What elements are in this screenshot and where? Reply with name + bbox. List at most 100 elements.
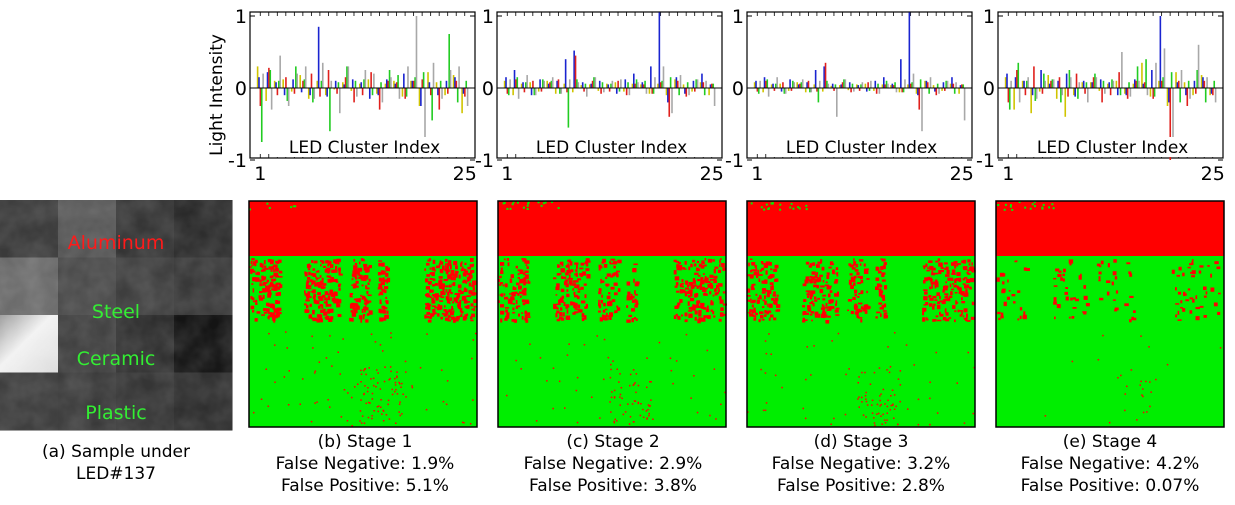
misclassified-pixel (251, 258, 255, 261)
misclassified-pixel (1117, 377, 1119, 379)
bar (405, 88, 408, 97)
misclassified-pixel (765, 270, 768, 275)
misclassified-pixel (857, 302, 863, 305)
misclassified-pixel (924, 291, 928, 295)
misclassified-pixel (719, 259, 721, 264)
bar (853, 88, 855, 92)
bar (1145, 59, 1147, 88)
misclassified-pixel (754, 264, 757, 268)
misclassified-pixel (362, 314, 366, 317)
misclassified-pixel (673, 270, 677, 275)
misclassified-pixel (325, 260, 330, 264)
misclassified-pixel (428, 316, 433, 319)
misclassified-pixel (535, 420, 538, 422)
misclassified-pixel (316, 281, 321, 285)
misclassified-pixel (781, 386, 783, 389)
bar (902, 88, 905, 93)
bar (813, 84, 816, 88)
misclassified-pixel (574, 280, 579, 283)
misclassified-pixel (444, 305, 446, 308)
misclassified-pixel (523, 281, 526, 286)
misclassified-pixel (269, 275, 274, 279)
misclassified-pixel (364, 307, 369, 311)
bar (597, 88, 600, 91)
misclassified-pixel (353, 259, 356, 262)
misclassified-pixel (460, 313, 463, 317)
misclassified-pixel (635, 281, 640, 285)
misclassified-pixel (572, 312, 576, 315)
bar (1051, 79, 1054, 88)
misclassified-pixel (500, 318, 503, 323)
bar (1038, 88, 1041, 92)
misclassified-pixel (331, 292, 335, 297)
misclassified-pixel (929, 303, 933, 307)
misclassified-pixel (363, 393, 365, 396)
misclassified-pixel (1210, 287, 1215, 292)
misclassified-pixel (934, 272, 939, 275)
misclassified-pixel (441, 312, 445, 315)
bar (1027, 77, 1029, 88)
bar (509, 79, 511, 88)
misclassified-pixel (1142, 395, 1144, 398)
misclassified-pixel (251, 297, 255, 301)
misclassified-pixel (343, 389, 346, 391)
misclassified-pixel (966, 313, 968, 318)
bar (590, 83, 592, 88)
classification-map-3 (746, 200, 976, 428)
misclassified-pixel (945, 281, 947, 284)
misclassified-pixel (253, 411, 255, 414)
misclassified-pixel (566, 309, 569, 314)
bar (958, 88, 960, 94)
misclassified-pixel (706, 349, 709, 352)
misclassified-pixel (260, 269, 265, 272)
noise-speck (503, 201, 506, 204)
misclassified-pixel (610, 411, 612, 413)
misclassified-pixel (821, 266, 825, 271)
bar (420, 88, 422, 106)
misclassified-pixel (506, 394, 508, 397)
bar (782, 82, 784, 88)
misclassified-pixel (354, 303, 358, 307)
misclassified-pixel (764, 314, 767, 317)
bar (686, 82, 689, 88)
misclassified-pixel (812, 290, 816, 294)
misclassified-pixel (447, 274, 452, 278)
misclassified-pixel (457, 303, 461, 308)
misclassified-pixel (378, 262, 383, 267)
bar (620, 79, 622, 88)
misclassified-pixel (435, 265, 440, 269)
bar (259, 88, 262, 106)
misclassified-pixel (774, 264, 779, 269)
misclassified-pixel (379, 302, 382, 305)
misclassified-pixel (613, 421, 616, 424)
misclassified-pixel (698, 312, 702, 317)
y-tick-label: 1 (235, 6, 247, 28)
misclassified-pixel (564, 279, 569, 282)
bar (1126, 88, 1129, 99)
misclassified-pixel (319, 275, 322, 278)
misclassified-pixel (635, 318, 638, 321)
misclassified-pixel (937, 301, 940, 304)
misclassified-pixel (945, 266, 949, 270)
bar (381, 88, 384, 103)
misclassified-pixel (325, 302, 328, 307)
misclassified-pixel (865, 398, 867, 400)
misclassified-pixel (322, 286, 326, 289)
misclassified-pixel (251, 264, 254, 267)
misclassified-pixel (750, 269, 753, 273)
misclassified-pixel (601, 261, 605, 264)
bar (1025, 80, 1028, 88)
bar (1175, 72, 1177, 88)
misclassified-pixel (362, 315, 365, 320)
bar (1109, 88, 1112, 96)
misclassified-pixel (472, 399, 474, 401)
misclassified-pixel (816, 272, 819, 275)
misclassified-pixel (366, 290, 369, 295)
bar (574, 55, 577, 88)
misclassified-pixel (1175, 303, 1180, 305)
bar (1095, 77, 1098, 88)
misclassified-pixel (814, 278, 819, 282)
noise-speck (537, 201, 540, 204)
misclassified-pixel (650, 399, 652, 401)
misclassified-pixel (506, 258, 510, 261)
